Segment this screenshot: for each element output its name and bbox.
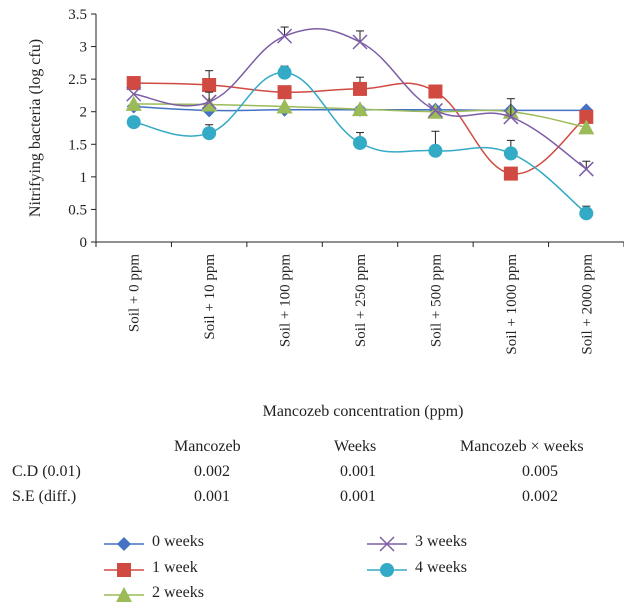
data-point: [202, 78, 217, 93]
axes: 0 0.5 1 1.5 2 2.5 3 3.5 Soil + 0 ppm Soil + 10 pp…: [68, 7, 624, 355]
y-tick-label: 1: [80, 170, 88, 186]
x-tick-label: Soil + 500 ppm: [428, 254, 444, 347]
legend-label: 0 weeks: [152, 533, 204, 550]
data-point: [276, 98, 293, 114]
stats-se-weeks: 0.001: [340, 488, 376, 505]
data-point: [353, 135, 367, 150]
y-tick-label: 3: [80, 40, 88, 56]
series-2: [125, 95, 595, 135]
data-point: [579, 206, 594, 221]
x-tick-label: Soil + 100 ppm: [278, 254, 294, 347]
data-point: [352, 34, 368, 50]
data-point: [126, 86, 142, 102]
data-point: [201, 94, 217, 110]
stats-header-weeks: Weeks: [334, 438, 377, 455]
legend-item-2-weeks: 2 weeks: [102, 584, 242, 606]
y-tick-label: 1.5: [68, 137, 87, 153]
y-tick-label: 0.5: [68, 202, 87, 218]
stats-header-interaction: Mancozeb × weeks: [460, 438, 584, 455]
stats-cd-weeks: 0.001: [340, 463, 376, 480]
data-point: [428, 84, 443, 99]
legend-label: 2 weeks: [152, 584, 204, 601]
triangle-icon: [104, 587, 144, 602]
data-point: [277, 65, 292, 80]
stats-se-interaction: 0.002: [522, 488, 558, 505]
x-mark-icon: [367, 536, 407, 552]
legend-item-3-weeks: 3 weeks: [365, 533, 505, 555]
diamond-icon: [104, 537, 144, 551]
stats-row-label-cd: C.D (0.01): [12, 463, 81, 480]
chart-area: 0 0.5 1 1.5 2 2.5 3 3.5 Soil + 0 ppm Soil + 10 pp…: [27, 7, 624, 420]
stats-cd-mancozeb: 0.002: [194, 463, 230, 480]
y-axis-title: Nitrifying bacteria (log cfu): [27, 39, 44, 217]
legend-label: 4 weeks: [415, 559, 467, 576]
data-point: [126, 76, 141, 91]
data-point: [578, 119, 595, 135]
y-tick-label: 2.5: [68, 72, 87, 88]
series-line: [133, 82, 587, 175]
data-point: [277, 85, 292, 100]
x-tick-label: Soil + 0 ppm: [127, 254, 143, 332]
series-4: [126, 65, 594, 221]
series-1: [126, 70, 594, 181]
y-tick-label: 3.5: [68, 7, 87, 23]
stats-cd-interaction: 0.005: [522, 463, 558, 480]
data-point: [126, 115, 141, 130]
data-point: [578, 161, 594, 177]
square-icon: [104, 563, 144, 577]
data-point: [353, 81, 367, 96]
series-3: [126, 26, 594, 177]
series-layer: [125, 26, 595, 221]
y-tick-label: 0: [80, 235, 88, 251]
data-point: [428, 143, 443, 158]
legend-item-0-weeks: 0 weeks: [102, 533, 242, 555]
circle-icon: [367, 563, 407, 577]
legend-item-1-week: 1 week: [102, 559, 242, 581]
data-point: [503, 166, 518, 181]
data-point: [201, 96, 218, 112]
legend-label: 3 weeks: [415, 533, 467, 550]
data-point: [503, 109, 519, 125]
data-point: [277, 28, 293, 44]
data-point: [427, 102, 443, 118]
y-tick-label: 2: [80, 105, 88, 121]
x-tick-label: Soil + 1000 ppm: [504, 254, 520, 355]
data-point: [579, 109, 594, 124]
data-point: [125, 95, 142, 111]
data-point: [202, 126, 217, 141]
x-tick-label: Soil + 250 ppm: [353, 254, 369, 347]
stats-header-mancozeb: Mancozeb: [174, 438, 241, 455]
x-tick-label: Soil + 10 ppm: [202, 254, 218, 340]
data-point: [352, 101, 368, 117]
stats-row-label-se: S.E (diff.): [12, 488, 77, 505]
x-axis-title: Mancozeb concentration (ppm): [263, 403, 464, 420]
legend-label: 1 week: [152, 559, 198, 576]
data-point: [503, 146, 518, 161]
stats-se-mancozeb: 0.001: [194, 488, 230, 505]
legend-item-4-weeks: 4 weeks: [365, 559, 505, 581]
x-tick-label: Soil + 2000 ppm: [579, 254, 595, 355]
